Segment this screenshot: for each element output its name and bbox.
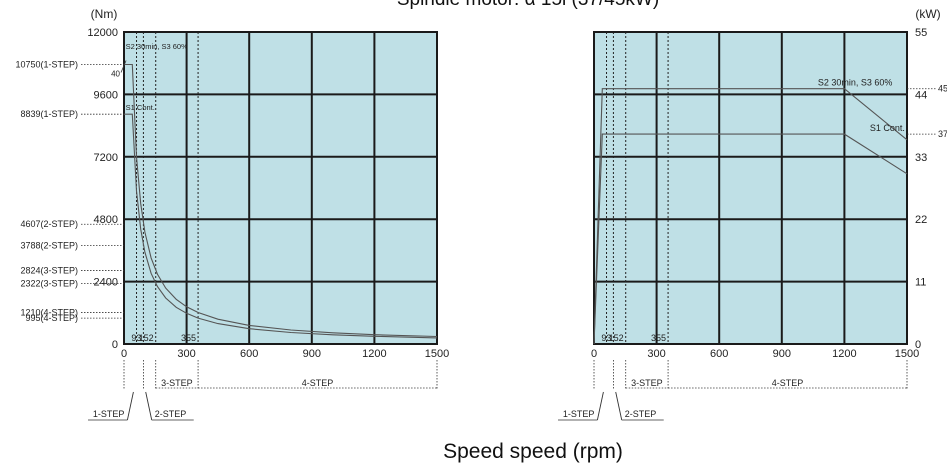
step-guides: 3-STEP 4-STEP 1-STEP 2-STEP 3-STEP 4-STEP 1-ST… [88, 360, 908, 421]
y-tick-label: 4800 [94, 214, 118, 226]
step-label-1: 1-STEP [563, 409, 595, 419]
step-speed-label: 355 [651, 333, 666, 343]
torque-callout-label: 1210(4-STEP) [20, 308, 78, 318]
step-label-4: 4-STEP [302, 378, 334, 388]
step-leader-2 [615, 391, 623, 421]
corner-speed-label: 40 [111, 70, 120, 79]
step-speed-label: 152 [139, 333, 154, 343]
plot-area [123, 31, 438, 345]
chart-title: Spindle motor: α 15i (37/45kW) [397, 0, 659, 10]
step-label-2: 2-STEP [625, 409, 657, 419]
step-label-4: 4-STEP [772, 378, 804, 388]
x-tick-label: 1200 [362, 348, 386, 360]
step-leader-1 [126, 391, 134, 421]
y-tick-label: 2400 [94, 277, 118, 289]
step-leader-1 [596, 391, 604, 421]
plot-area [593, 31, 908, 345]
step-label-3: 3-STEP [161, 378, 193, 388]
y-tick-label: 11 [915, 277, 926, 289]
torque-callout-label: 995(4-STEP) [25, 313, 78, 323]
series-curve-s1 [124, 113, 438, 339]
x-tick-label: 600 [240, 348, 258, 360]
x-tick-label: 300 [647, 348, 665, 360]
y-tick-label: 55 [915, 27, 927, 39]
x-axis-title: Speed speed (rpm) [443, 440, 623, 463]
series-curve-s1 [593, 133, 908, 345]
y-axis-unit: (kW) [915, 7, 940, 21]
power-callout-label: 45 [938, 84, 947, 94]
x-tick-label: 300 [177, 348, 195, 360]
y-tick-label: 7200 [94, 152, 118, 164]
y-tick-label: 0 [112, 339, 118, 351]
step-label-1: 1-STEP [93, 409, 125, 419]
series-annotation: S1 Cont. [126, 103, 155, 112]
torque-callout-label: 10750(1-STEP) [15, 60, 78, 70]
torque-callout-label: 2322(3-STEP) [20, 279, 78, 289]
x-tick-label: 1200 [832, 348, 856, 360]
torque-callout-label: 2824(3-STEP) [20, 266, 78, 276]
x-tick-label: 0 [591, 348, 597, 360]
y-tick-label: 9600 [94, 89, 118, 101]
series-annotation: S2 30min, S3 60% [818, 78, 893, 88]
x-tick-label: 900 [773, 348, 791, 360]
step-speed-label: 355 [181, 333, 196, 343]
y-tick-label: 44 [915, 89, 927, 101]
y-axis-unit: (Nm) [91, 7, 118, 21]
step-speed-label: 152 [609, 333, 624, 343]
x-tick-label: 1500 [425, 348, 449, 360]
power-callout-label: 37 [938, 129, 947, 139]
torque-callout-label: 4607(2-STEP) [20, 219, 78, 229]
series-annotation: S2 30min, S3 60% [126, 42, 188, 51]
y-tick-label: 33 [915, 152, 927, 164]
corner-speed-leader [120, 60, 127, 73]
torque-callout-label: 8839(1-STEP) [20, 109, 78, 119]
torque-callout-label: 3788(2-STEP) [20, 241, 78, 251]
x-tick-label: 0 [121, 348, 127, 360]
x-tick-label: 600 [710, 348, 728, 360]
step-label-2: 2-STEP [155, 409, 187, 419]
y-tick-label: 22 [915, 214, 927, 226]
step-leader-2 [145, 391, 153, 421]
step-label-3: 3-STEP [631, 378, 663, 388]
series-annotation: S1 Cont. [870, 123, 905, 133]
x-tick-label: 1500 [895, 348, 919, 360]
series-curve-s2 [124, 63, 438, 338]
series-curve-s2 [593, 88, 908, 345]
x-tick-label: 900 [303, 348, 321, 360]
y-tick-label: 12000 [87, 27, 118, 39]
y-tick-label: 0 [915, 339, 921, 351]
